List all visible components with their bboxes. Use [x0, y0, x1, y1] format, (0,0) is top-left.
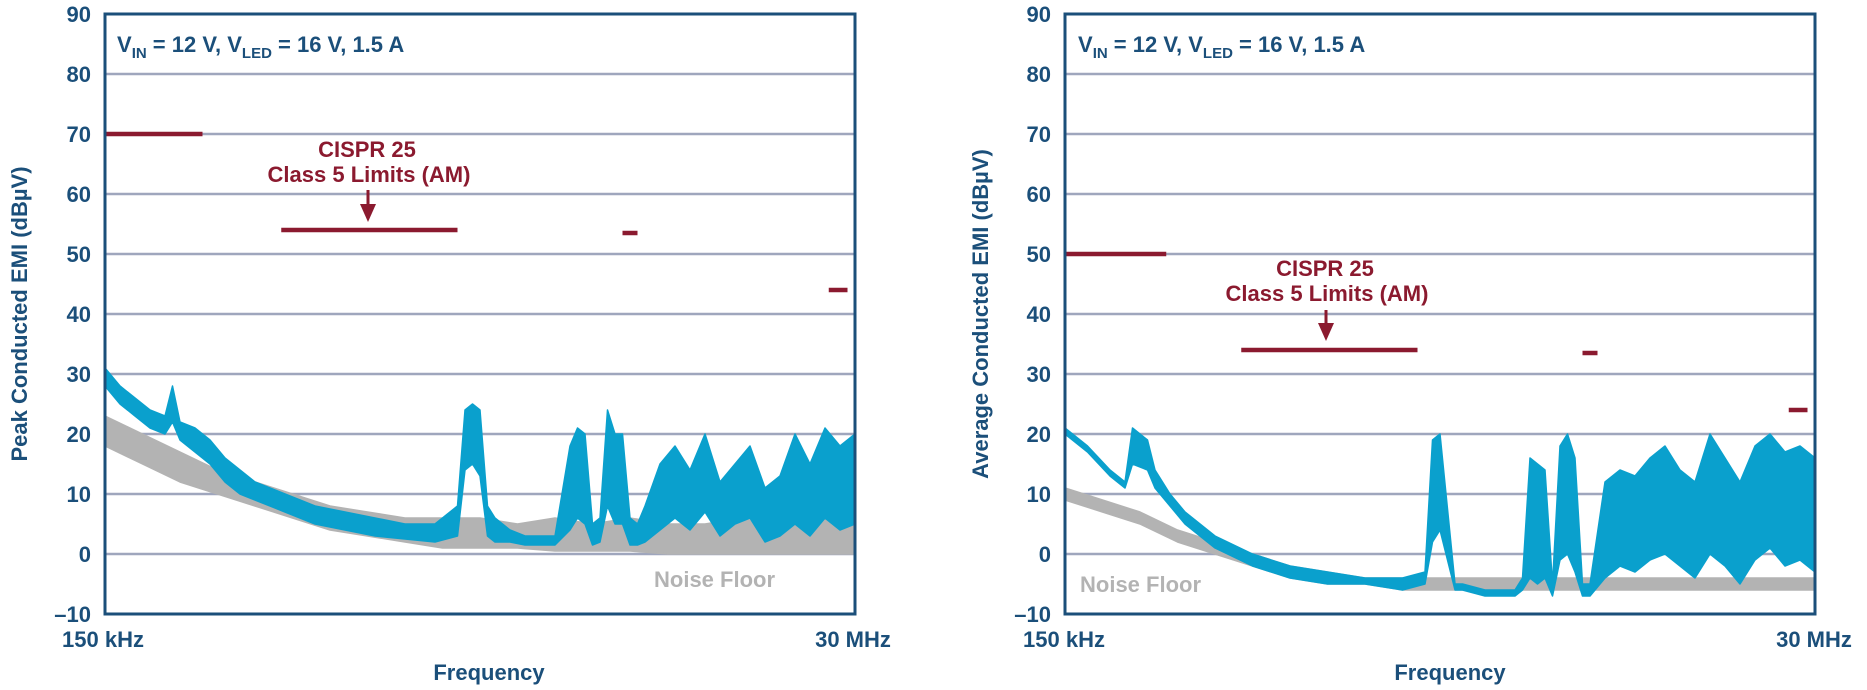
peak-condition-note: VIN = 12 V, VLED = 16 V, 1.5 A	[117, 32, 404, 62]
average-emi-band	[1064, 427, 1816, 597]
peak-y-tick-label-9: 0	[79, 542, 91, 567]
peak-gridlines	[105, 72, 855, 556]
average-emi-chart: 90 80 70 60 50 40 30 20 10 0 –10 VIN = 12 V, VLED …	[968, 2, 1852, 685]
peak-limit-arrow	[360, 190, 376, 222]
average-y-tick-label-0: 90	[1027, 2, 1051, 27]
peak-y-ticks: 90 80 70 60 50 40 30 20 10 0 –10	[54, 2, 91, 627]
average-y-tick-label-1: 80	[1027, 62, 1051, 87]
average-x-axis-label: Frequency	[1394, 660, 1506, 685]
average-plot-frame	[1063, 12, 1817, 616]
peak-y-tick-label-4: 50	[67, 242, 91, 267]
average-y-tick-label-8: 10	[1027, 482, 1051, 507]
average-y-tick-label-6: 30	[1027, 362, 1051, 387]
peak-y-tick-label-7: 20	[67, 422, 91, 447]
peak-limit-label-line1: CISPR 25	[318, 137, 416, 162]
peak-y-tick-label-2: 70	[67, 122, 91, 147]
peak-x-axis-label: Frequency	[433, 660, 545, 685]
average-y-axis-label: Average Conducted EMI (dBµV)	[968, 149, 993, 479]
average-y-tick-label-9: 0	[1039, 542, 1051, 567]
average-y-tick-label-4: 50	[1027, 242, 1051, 267]
average-gridlines	[1065, 72, 1815, 556]
peak-x-tick-start: 150 kHz	[62, 627, 144, 652]
peak-y-tick-label-0: 90	[67, 2, 91, 27]
peak-y-tick-label-1: 80	[67, 62, 91, 87]
average-y-tick-label-10: –10	[1014, 602, 1051, 627]
average-x-tick-end: 30 MHz	[1776, 627, 1852, 652]
peak-limit-label-line2: Class 5 Limits (AM)	[268, 162, 471, 187]
peak-y-tick-label-6: 30	[67, 362, 91, 387]
peak-x-tick-end: 30 MHz	[815, 627, 891, 652]
average-y-ticks: 90 80 70 60 50 40 30 20 10 0 –10	[1014, 2, 1051, 627]
average-condition-note: VIN = 12 V, VLED = 16 V, 1.5 A	[1078, 32, 1365, 62]
average-noise-floor-label: Noise Floor	[1080, 572, 1201, 597]
average-y-tick-label-5: 40	[1027, 302, 1051, 327]
average-limit-label-line1: CISPR 25	[1276, 256, 1374, 281]
average-y-tick-label-7: 20	[1027, 422, 1051, 447]
peak-y-tick-label-10: –10	[54, 602, 91, 627]
peak-emi-chart: 90 80 70 60 50 40 30 20 10 0 –10 VIN = 12 V, VLED …	[7, 2, 891, 685]
average-limit-label-line2: Class 5 Limits (AM)	[1226, 281, 1429, 306]
peak-limit-lines	[105, 131, 848, 293]
average-y-tick-label-2: 70	[1027, 122, 1051, 147]
peak-plot-frame	[103, 12, 857, 616]
peak-y-tick-label-3: 60	[67, 182, 91, 207]
average-emi-measurement-area	[1064, 427, 1816, 597]
average-limit-arrow	[1318, 310, 1334, 341]
peak-y-tick-label-8: 10	[67, 482, 91, 507]
average-x-tick-start: 150 kHz	[1023, 627, 1105, 652]
peak-noise-floor-label: Noise Floor	[654, 567, 775, 592]
average-y-tick-label-3: 60	[1027, 182, 1051, 207]
average-limit-lines	[1065, 251, 1808, 413]
peak-y-tick-label-5: 40	[67, 302, 91, 327]
peak-y-axis-label: Peak Conducted EMI (dBµV)	[7, 166, 32, 461]
